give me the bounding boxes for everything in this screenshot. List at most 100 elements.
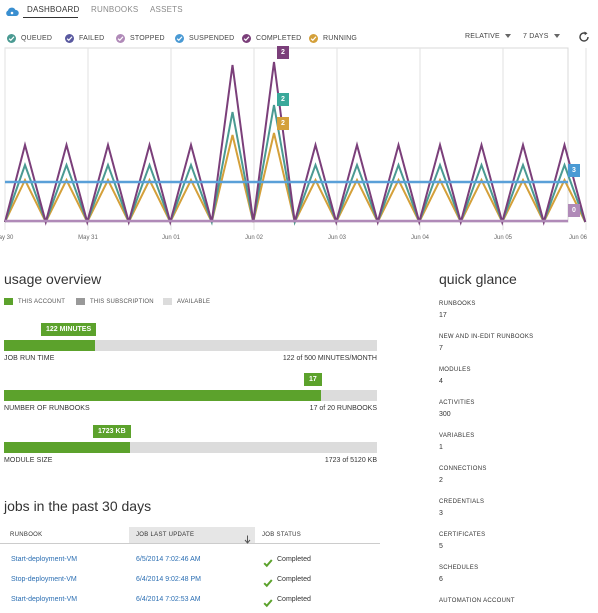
quick-glance-certificates-value[interactable]: 5 [439, 543, 443, 550]
usage-bar-value: 17 of 20 RUNBOOKS [310, 405, 377, 412]
table-row: Start-deployment-VM 6/5/2014 7:02:46 AM Co… [0, 552, 380, 572]
runbook-link[interactable]: Start-deployment-VM [11, 596, 78, 603]
job-status-text: Completed [277, 596, 311, 603]
usage-bar-number-of-runbooks [4, 390, 377, 401]
check-icon [263, 595, 273, 608]
quick-glance-new-and-in-edit-runbooks-label: NEW AND IN-EDIT RUNBOOKS [439, 334, 534, 340]
usage-value-max: of 500 MINUTES/MONTH [294, 355, 377, 362]
quick-glance-modules-label: MODULES [439, 367, 471, 373]
legend-label: QUEUED [21, 34, 53, 42]
tab-dashboard[interactable]: DASHBOARD [27, 5, 80, 14]
usage-legend-available: AVAILABLE [163, 298, 210, 305]
value-flag: 2 [277, 93, 289, 106]
range-mode-dropdown[interactable]: RELATIVE [465, 33, 511, 40]
legend-label: STOPPED [130, 34, 165, 42]
table-row: Stop-deployment-VM 6/4/2014 9:02:48 PM Com… [0, 572, 380, 592]
chevron-down-icon [504, 34, 511, 39]
legend-running[interactable]: RUNNING [309, 33, 357, 43]
automation-cloud-icon [5, 4, 19, 16]
usage-legend-this-subscription: THIS SUBSCRIPTION [76, 298, 154, 305]
check-icon [65, 33, 74, 43]
sort-descending-icon[interactable] [244, 531, 251, 544]
table-row: Start-deployment-VM 6/4/2014 7:02:53 AM Co… [0, 592, 380, 612]
quick-glance-schedules-label: SCHEDULES [439, 565, 479, 571]
range-label: 7 DAYS [523, 33, 549, 40]
quick-glance-new-and-in-edit-runbooks-value[interactable]: 7 [439, 345, 443, 352]
quick-glance-automation-account-label: AUTOMATION ACCOUNT [439, 598, 515, 604]
quick-glance-runbooks-label: RUNBOOKS [439, 301, 476, 307]
quick-glance-activities-value[interactable]: 300 [439, 411, 451, 418]
runbook-link[interactable]: Stop-deployment-VM [11, 576, 77, 583]
quick-glance-certificates-label: CERTIFICATES [439, 532, 486, 538]
job-last-update-link[interactable]: 6/4/2014 9:02:48 PM [136, 576, 201, 583]
usage-bar-fill [4, 340, 95, 351]
quick-glance-runbooks-value[interactable]: 17 [439, 312, 447, 319]
usage-bar-badge: 122 MINUTES [41, 323, 97, 336]
column-header-job-status[interactable]: JOB STATUS [262, 532, 302, 538]
x-tick-label: Jun 06 [568, 235, 588, 241]
value-flag: 2 [277, 117, 289, 130]
quick-glance-connections-label: CONNECTIONS [439, 466, 487, 472]
job-last-update-link[interactable]: 6/4/2014 7:02:53 AM [136, 596, 201, 603]
legend-suspended[interactable]: SUSPENDED [175, 33, 234, 43]
usage-value-number: 17 [309, 405, 318, 412]
x-tick-label: May 31 [78, 235, 98, 241]
runbook-link[interactable]: Start-deployment-VM [11, 556, 78, 563]
column-header-runbook[interactable]: RUNBOOK [10, 532, 43, 538]
check-icon [7, 33, 16, 43]
legend-queued[interactable]: QUEUED [7, 33, 52, 43]
legend-label: SUSPENDED [189, 34, 235, 42]
x-tick-label: ay 30 [0, 235, 14, 241]
usage-bar-module-size [4, 442, 377, 453]
legend-label: FAILED [79, 34, 105, 42]
x-tick-label: Jun 01 [161, 235, 181, 241]
legend-stopped[interactable]: STOPPED [116, 33, 165, 43]
legend-label: RUNNING [323, 34, 358, 42]
job-status-text: Completed [277, 576, 311, 583]
job-last-update-link[interactable]: 6/5/2014 7:02:46 AM [136, 556, 201, 563]
quick-glance-variables-value[interactable]: 1 [439, 444, 443, 451]
legend-swatch [4, 298, 13, 305]
check-icon [309, 33, 318, 43]
usage-value-number: 122 [282, 355, 295, 362]
quick-glance-activities-label: ACTIVITIES [439, 400, 475, 406]
value-flag: 3 [568, 164, 580, 177]
usage-bar-label: JOB RUN TIME [4, 355, 55, 362]
x-tick-label: Jun 04 [410, 235, 430, 241]
quick-glance-credentials-label: CREDENTIALS [439, 499, 485, 505]
check-icon [116, 33, 125, 43]
quick-glance-connections-value[interactable]: 2 [439, 477, 443, 484]
usage-legend-label: THIS SUBSCRIPTION [90, 298, 154, 305]
legend-swatch [163, 298, 172, 305]
job-status-chart [4, 47, 587, 230]
range-dropdown[interactable]: 7 DAYS [523, 33, 560, 40]
sorted-column-highlight [129, 527, 255, 543]
range-mode-label: RELATIVE [465, 33, 500, 40]
check-icon [175, 33, 184, 43]
legend-label: COMPLETED [256, 34, 302, 42]
value-flag: 0 [568, 204, 580, 217]
legend-swatch [76, 298, 85, 305]
usage-bar-badge: 1723 KB [93, 425, 131, 438]
quick-glance-modules-value[interactable]: 4 [439, 378, 443, 385]
x-tick-label: Jun 05 [493, 235, 513, 241]
usage-bar-label: NUMBER OF RUNBOOKS [4, 405, 90, 412]
legend-completed[interactable]: COMPLETED [242, 33, 301, 43]
usage-legend-this-account: THIS ACCOUNT [4, 298, 65, 305]
refresh-icon[interactable] [578, 30, 590, 42]
active-tab-underline [23, 17, 78, 18]
quick-glance-credentials-value[interactable]: 3 [439, 510, 443, 517]
chevron-down-icon [553, 34, 560, 39]
plot-area [4, 47, 569, 223]
usage-bar-value: 122 of 500 MINUTES/MONTH [283, 355, 377, 362]
usage-value-max: of 5120 KB [340, 457, 377, 464]
tab-runbooks[interactable]: RUNBOOKS [91, 5, 139, 14]
usage-bar-job-run-time [4, 340, 377, 351]
column-header-job-last-update[interactable]: JOB LAST UPDATE [136, 532, 195, 538]
usage-legend-label: AVAILABLE [177, 298, 211, 305]
tab-assets[interactable]: ASSETS [150, 5, 183, 14]
value-flag: 2 [277, 46, 289, 59]
check-icon [263, 575, 273, 588]
legend-failed[interactable]: FAILED [65, 33, 104, 43]
quick-glance-schedules-value[interactable]: 6 [439, 576, 443, 583]
